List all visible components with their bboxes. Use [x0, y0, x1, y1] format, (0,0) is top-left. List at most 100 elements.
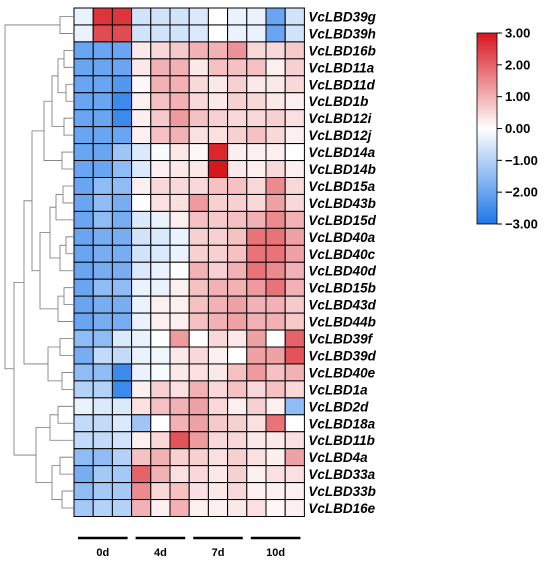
- heatmap-cell: [265, 312, 286, 331]
- heatmap-cell: [207, 109, 229, 128]
- heatmap-cell: [284, 363, 305, 382]
- heatmap-cell: [169, 448, 190, 467]
- gene-label: VcLBD1b: [308, 94, 368, 109]
- heatmap-cell: [207, 160, 229, 179]
- gene-label: VcLBD14a: [308, 145, 375, 160]
- gene-label: VcLBD43b: [308, 196, 376, 211]
- heatmap-cell: [150, 210, 171, 229]
- heatmap-cell: [207, 465, 229, 484]
- colorbar-tick-label: 2.00: [505, 57, 530, 72]
- heatmap-cell: [207, 312, 229, 331]
- heatmap-cell: [246, 295, 267, 314]
- heatmap-cell: [92, 58, 113, 77]
- heatmap-cell: [169, 58, 190, 77]
- heatmap-cell: [150, 160, 171, 179]
- heatmap-cell: [246, 126, 267, 145]
- heatmap-cell: [265, 210, 286, 229]
- gene-label: VcLBD15a: [308, 179, 375, 194]
- heatmap-cell: [246, 414, 267, 433]
- heatmap-cell: [92, 329, 113, 348]
- heatmap-cell: [207, 482, 229, 501]
- time-group-axis: 0d 4d 7d 10d: [78, 536, 301, 559]
- dendrogram-branch: [49, 206, 60, 259]
- heatmap-cell: [92, 346, 113, 365]
- heatmap-cell: [150, 414, 171, 433]
- group-label: 7d: [212, 547, 225, 559]
- heatmap-cell: [150, 465, 171, 484]
- heatmap-cell: [169, 126, 190, 145]
- heatmap-cell: [111, 499, 133, 517]
- gene-label: VcLBD11a: [308, 60, 374, 75]
- gene-label: VcLBD16e: [308, 501, 375, 516]
- heatmap-cell: [92, 431, 113, 450]
- gene-label: VcLBD39h: [308, 26, 376, 41]
- dendrogram-branch: [55, 194, 73, 221]
- heatmap-cell: [92, 24, 113, 43]
- heatmap-cell: [207, 126, 229, 145]
- heatmap-cell: [284, 193, 305, 212]
- heatmap-cell: [111, 278, 133, 297]
- dendrogram-branch: [59, 456, 73, 475]
- heatmap-cell: [92, 448, 113, 467]
- dendrogram-branch: [4, 24, 60, 370]
- heatmap-cell: [227, 363, 248, 382]
- gene-label: VcLBD39g: [308, 9, 376, 24]
- heatmap-cell: [131, 312, 152, 331]
- heatmap-cell: [188, 160, 209, 179]
- dendrogram-branch: [51, 465, 62, 500]
- heatmap-cell: [131, 210, 152, 229]
- heatmap-cell: [169, 397, 190, 416]
- heatmap-cell: [284, 58, 305, 77]
- heatmap-cell: [284, 244, 305, 263]
- heatmap-cell: [169, 312, 190, 331]
- gene-label: VcLBD15b: [308, 281, 376, 296]
- colorbar-tick-label: 1.00: [505, 89, 530, 104]
- heatmap-cell: [111, 41, 133, 60]
- heatmap-cell: [169, 92, 190, 111]
- colorbar-tick-label: −2.00: [505, 185, 538, 200]
- heatmap-cell: [227, 397, 248, 416]
- heatmap-cell: [227, 58, 248, 77]
- heatmap-cell: [207, 193, 229, 212]
- heatmap-cell: [150, 109, 171, 128]
- heatmap-cell: [188, 448, 209, 467]
- heatmap-cell: [265, 143, 286, 162]
- heatmap-cell: [188, 278, 209, 297]
- heatmap-cell: [227, 329, 248, 348]
- heatmap-cell: [188, 193, 209, 212]
- heatmap-cell: [207, 143, 229, 162]
- heatmap-cell: [92, 278, 113, 297]
- heatmap-cell: [246, 329, 267, 348]
- gene-label: VcLBD11b: [308, 433, 375, 448]
- heatmap-cell: [207, 58, 229, 77]
- heatmap-cell: [207, 244, 229, 263]
- gene-label: VcLBD15d: [308, 213, 376, 228]
- heatmap-cell: [92, 295, 113, 314]
- gene-label: VcLBD11d: [308, 77, 375, 92]
- heatmap-cell: [246, 278, 267, 297]
- heatmap-cell: [131, 41, 152, 60]
- heatmap-cell: [207, 431, 229, 450]
- heatmap-cell: [131, 177, 152, 195]
- heatmap-cell: [227, 414, 248, 433]
- heatmap-cell: [265, 58, 286, 77]
- heatmap-cell: [227, 177, 248, 195]
- group-label: 0d: [96, 547, 109, 559]
- heatmap-cell: [265, 92, 286, 111]
- heatmap-cell: [169, 41, 190, 60]
- heatmap-cell: [227, 380, 248, 399]
- heatmap-cell: [150, 363, 171, 382]
- heatmap-cell: [227, 244, 248, 263]
- row-dendrogram: [4, 16, 73, 509]
- heatmap-cell: [227, 41, 248, 60]
- heatmap-cell: [246, 109, 267, 128]
- heatmap-cell: [169, 244, 190, 263]
- heatmap-cell: [227, 143, 248, 162]
- heatmap-cell: [188, 499, 209, 517]
- dendrogram-branch: [59, 338, 73, 356]
- heatmap-cell: [131, 414, 152, 433]
- heatmap-cell: [111, 193, 133, 212]
- heatmap-cell: [227, 465, 248, 484]
- heatmap-cell: [150, 244, 171, 263]
- heatmap-cell: [150, 227, 171, 246]
